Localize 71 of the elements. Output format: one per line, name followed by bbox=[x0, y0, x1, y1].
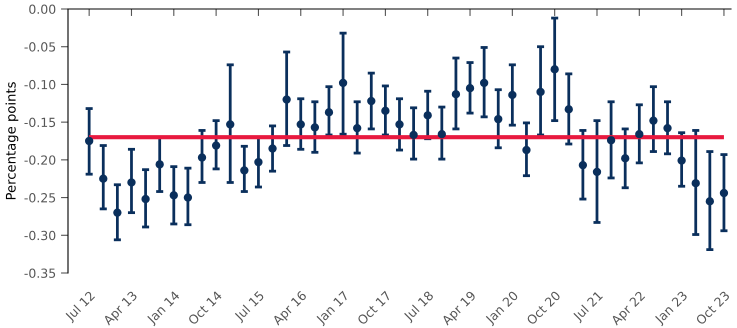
y-tick-label: -0.05 bbox=[24, 42, 56, 52]
x-tick-label: Jan 23 bbox=[654, 290, 690, 326]
point bbox=[268, 144, 277, 153]
point bbox=[677, 156, 686, 165]
x-tick-label: Apr 13 bbox=[102, 290, 140, 328]
point bbox=[240, 166, 248, 175]
point bbox=[480, 78, 488, 88]
point bbox=[536, 88, 545, 96]
y-tick-label: -0.30 bbox=[24, 230, 56, 240]
x-tick-label: Apr 16 bbox=[272, 290, 309, 328]
point bbox=[692, 179, 700, 188]
x-tick-label: Oct 14 bbox=[187, 290, 222, 326]
point bbox=[438, 130, 446, 138]
point bbox=[282, 95, 291, 104]
point bbox=[127, 178, 136, 187]
point bbox=[621, 154, 630, 163]
point bbox=[409, 130, 418, 140]
point bbox=[338, 78, 348, 88]
point bbox=[226, 120, 234, 129]
point bbox=[550, 65, 559, 74]
point bbox=[466, 84, 474, 92]
x-tick-label: Jan 17 bbox=[315, 290, 351, 326]
point bbox=[324, 108, 334, 117]
point bbox=[156, 160, 164, 169]
point bbox=[367, 96, 376, 106]
point bbox=[720, 188, 728, 198]
y-tick-label: -0.25 bbox=[24, 193, 56, 202]
point bbox=[706, 197, 714, 206]
point bbox=[353, 124, 362, 132]
point bbox=[141, 194, 150, 204]
x-tick-label: Oct 17 bbox=[356, 290, 392, 326]
x-tick-label: Jul 12 bbox=[64, 290, 97, 324]
point bbox=[113, 208, 122, 217]
point bbox=[564, 105, 573, 114]
x-tick-label: Apr 19 bbox=[440, 290, 478, 328]
point bbox=[663, 124, 672, 132]
point bbox=[395, 120, 404, 129]
y-tick-label: 0.00 bbox=[29, 4, 56, 14]
x-tick-label: Jul 21 bbox=[572, 290, 605, 324]
y-tick-label: -0.15 bbox=[24, 118, 56, 128]
x-tick-label: Jul 18 bbox=[402, 290, 436, 324]
point bbox=[184, 193, 192, 202]
point bbox=[310, 123, 320, 132]
point bbox=[424, 111, 432, 120]
point bbox=[84, 136, 94, 146]
y-tick-label: -0.20 bbox=[24, 155, 56, 165]
point bbox=[170, 191, 178, 200]
point bbox=[649, 116, 658, 125]
point bbox=[578, 160, 588, 170]
x-tick-label: Jan 14 bbox=[146, 290, 182, 326]
y-axis-title: Percentage points bbox=[6, 82, 18, 200]
point bbox=[99, 174, 108, 183]
point bbox=[508, 90, 517, 100]
point bbox=[198, 153, 206, 162]
x-tick-label: Oct 20 bbox=[526, 290, 561, 326]
x-tick-label: Oct 23 bbox=[695, 290, 730, 326]
point bbox=[254, 158, 263, 166]
point bbox=[522, 146, 531, 154]
point bbox=[212, 141, 220, 150]
y-tick-label: -0.35 bbox=[24, 268, 56, 278]
x-tick-label: Apr 22 bbox=[610, 290, 647, 328]
point bbox=[635, 130, 644, 138]
x-tick-label: Jul 15 bbox=[233, 290, 266, 324]
point bbox=[452, 90, 460, 98]
point bbox=[606, 136, 616, 144]
point bbox=[381, 106, 390, 115]
point bbox=[296, 120, 305, 129]
x-tick-label: Jan 20 bbox=[484, 290, 520, 326]
point bbox=[592, 168, 602, 176]
point bbox=[494, 114, 502, 124]
y-tick-label: -0.10 bbox=[24, 80, 56, 90]
